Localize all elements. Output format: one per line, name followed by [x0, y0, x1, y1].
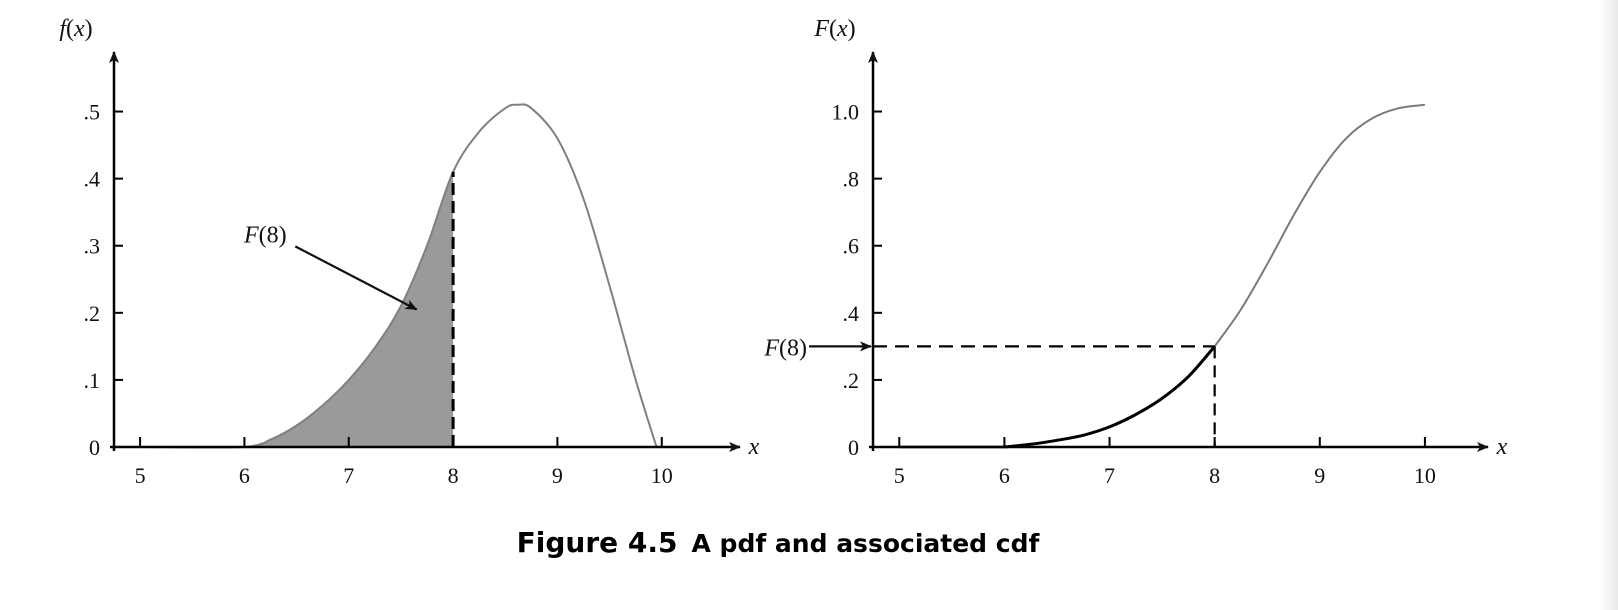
cdf-y-label-open: (	[829, 16, 837, 42]
cdf-curve-bold-segment	[1004, 345, 1216, 449]
page-edge-shadow	[1600, 0, 1618, 610]
pdf-annotation-label: F(8)	[243, 222, 287, 248]
pdf-y-ticks: 0 .1 .2 .3 .4 .5	[84, 100, 123, 460]
cdf-annotation-arg: 8	[787, 335, 799, 361]
pdf-annotation-arrow	[294, 245, 418, 311]
left-x-tick-label-8: 8	[448, 463, 459, 488]
left-y-tick-label-.2: .2	[84, 301, 101, 326]
cdf-annotation-close: )	[799, 335, 807, 361]
right-y-tick-label-.2: .2	[843, 368, 860, 393]
left-y-tick-label-.5: .5	[84, 100, 101, 125]
pdf-y-label-func: f	[59, 16, 69, 42]
right-x-tick-label-5: 5	[894, 463, 905, 488]
right-x-tick-label-7: 7	[1104, 463, 1115, 488]
pdf-curve	[140, 103, 658, 449]
right-x-tick-label-8: 8	[1209, 463, 1220, 488]
right-y-tick-label-0: 0	[848, 435, 859, 460]
pdf-x-axis-label: x	[748, 434, 760, 460]
left-y-tick-label-0: 0	[89, 435, 100, 460]
pdf-annotation-arg: 8	[267, 222, 279, 248]
pdf-annotation-func: F	[243, 222, 259, 248]
left-y-tick-label-.1: .1	[84, 368, 101, 393]
pdf-y-label-arg: x	[73, 16, 85, 42]
cdf-y-label-close: )	[848, 16, 856, 42]
left-x-tick-label-5: 5	[135, 463, 146, 488]
left-x-tick-label-6: 6	[239, 463, 250, 488]
cdf-y-ticks: 0 .2 .4 .6 .8 1.0	[832, 100, 882, 460]
cdf-annotation-label: F(8)	[763, 335, 807, 361]
pdf-annotation-open: (	[259, 222, 267, 248]
cdf-chart: 5 6 7 8 9 10 0.2.4.6.81.0 F(x) x F(8)	[763, 16, 1507, 488]
right-y-tick-label-.4: .4	[843, 301, 860, 326]
figure-caption-number: Figure 4.5	[517, 526, 678, 559]
pdf-y-label-open: (	[66, 16, 74, 42]
right-y-tick-label-.6: .6	[843, 234, 860, 259]
cdf-y-axis-label: F(x)	[813, 16, 855, 42]
left-y-tick-label-.4: .4	[84, 167, 101, 192]
cdf-annotation-open: (	[779, 335, 787, 361]
left-x-tick-label-9: 9	[552, 463, 563, 488]
figure-caption-text: A pdf and associated cdf	[692, 529, 1041, 558]
cdf-y-label-arg: x	[836, 16, 848, 42]
figure-caption: Figure 4.5 A pdf and associated cdf	[517, 526, 1041, 559]
cdf-x-ticks: 5 6 7 8 9 10	[894, 437, 1436, 488]
pdf-chart: 5 6 7 8 9 10 0.1.2.3.4.5 f(x) x F(8)	[59, 16, 759, 488]
cdf-y-label-func: F	[813, 16, 829, 42]
cdf-curve-thin-segment	[1213, 103, 1426, 347]
pdf-annotation-close: )	[279, 222, 287, 248]
cdf-annotation-func: F	[763, 335, 779, 361]
left-x-tick-label-10: 10	[651, 463, 673, 488]
pdf-shaded-area-f8	[244, 171, 454, 447]
cdf-x-axis-label: x	[1496, 434, 1508, 460]
right-y-tick-label-.8: .8	[843, 167, 860, 192]
right-x-tick-label-10: 10	[1414, 463, 1436, 488]
left-x-tick-label-7: 7	[343, 463, 354, 488]
pdf-x-ticks: 5 6 7 8 9 10	[135, 437, 673, 488]
right-x-tick-label-9: 9	[1314, 463, 1325, 488]
right-y-tick-label-1.0: 1.0	[832, 100, 860, 125]
pdf-y-axis-label: f(x)	[59, 16, 92, 42]
pdf-y-label-close: )	[85, 16, 93, 42]
left-y-tick-label-.3: .3	[84, 234, 101, 259]
right-x-tick-label-6: 6	[999, 463, 1010, 488]
